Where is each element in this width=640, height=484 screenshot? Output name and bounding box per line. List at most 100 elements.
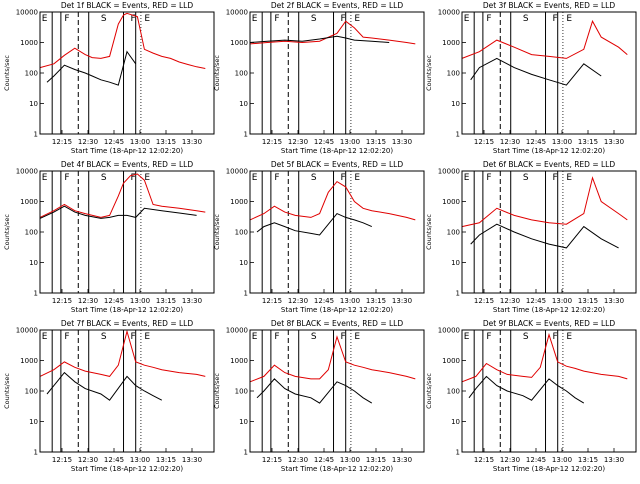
event-letter: F [486,14,491,24]
y-axis-label: Counts/sec [425,214,433,250]
y-tick-label: 10000 [226,9,248,17]
series-line [470,223,619,249]
event-letter: E [566,14,572,24]
x-tick-label: 12:45 [526,138,546,146]
chart-title: Det 5f BLACK = Events, RED = LLD [271,160,404,169]
chart-title: Det 6f BLACK = Events, RED = LLD [483,160,616,169]
event-letter: S [101,14,107,24]
x-tick-label: 12:30 [78,456,98,464]
event-letter: E [464,14,470,24]
x-axis-label: Start Time (18-Apr-12 12:02:20) [281,465,393,473]
series-line [39,12,206,69]
y-tick-label: 10 [239,418,248,426]
event-letter: F [340,173,345,183]
event-letter: F [274,14,279,24]
x-tick-label: 12:30 [288,138,308,146]
series-line [46,50,137,86]
x-tick-label: 13:30 [182,456,202,464]
x-tick-label: 12:15 [262,297,282,305]
x-tick-label: 13:30 [182,138,202,146]
y-tick-label: 1 [244,290,248,298]
y-tick-label: 10000 [16,327,38,335]
x-tick-label: 12:45 [314,456,334,464]
y-tick-label: 10 [451,259,460,267]
chart-panel-2: Det 2f BLACK = Events, RED = LLD Counts/s… [213,1,425,155]
y-tick-label: 1 [34,131,38,139]
plot-frame [39,329,215,453]
x-tick-label: 12:30 [78,138,98,146]
y-tick-label: 1000 [20,198,38,206]
event-letter: S [523,173,529,183]
plot-frame [39,11,215,135]
event-letter: E [144,173,150,183]
event-letter: F [130,332,135,342]
event-letter: E [464,332,470,342]
series-line [461,176,628,228]
x-tick-label: 13:30 [604,456,624,464]
y-axis-label: Counts/sec [3,214,11,250]
x-axis-label: Start Time (18-Apr-12 12:02:20) [71,147,183,155]
x-tick-label: 13:30 [604,138,624,146]
y-tick-label: 100 [25,70,38,78]
x-tick-label: 12:45 [104,456,124,464]
plot-frame [249,329,425,453]
event-letter: F [274,332,279,342]
series-line [468,375,585,404]
event-letter: E [252,14,258,24]
x-axis-label: Start Time (18-Apr-12 12:02:20) [71,306,183,314]
chart-panel-4: Det 4f BLACK = Events, RED = LLD Counts/s… [3,160,215,314]
series-line [249,20,416,45]
event-letter: S [311,332,317,342]
event-letter: E [566,332,572,342]
event-letter: E [464,173,470,183]
y-tick-label: 1 [456,131,460,139]
y-tick-label: 10 [29,100,38,108]
y-tick-label: 100 [235,229,248,237]
event-letter: E [144,332,150,342]
y-tick-label: 1000 [442,198,460,206]
y-tick-label: 10 [29,418,38,426]
x-tick-label: 12:45 [314,297,334,305]
x-axis-label: Start Time (18-Apr-12 12:02:20) [281,147,393,155]
x-tick-label: 12:15 [52,456,72,464]
x-tick-label: 13:00 [130,456,150,464]
y-tick-label: 1 [456,449,460,457]
y-tick-label: 100 [447,229,460,237]
x-tick-label: 13:00 [552,456,572,464]
event-letter: E [42,173,48,183]
x-tick-label: 13:15 [366,297,386,305]
event-letter: E [42,14,48,24]
event-letter: E [252,173,258,183]
x-tick-label: 12:15 [52,138,72,146]
x-axis-label: Start Time (18-Apr-12 12:02:20) [281,306,393,314]
x-axis-label: Start Time (18-Apr-12 12:02:20) [493,147,605,155]
x-tick-label: 12:15 [474,456,494,464]
y-tick-label: 1 [456,290,460,298]
chart-panel-3: Det 3f BLACK = Events, RED = LLD Counts/s… [425,1,637,155]
x-tick-label: 13:15 [366,138,386,146]
y-tick-label: 1000 [230,198,248,206]
chart-title: Det 4f BLACK = Events, RED = LLD [61,160,194,169]
chart-title: Det 1f BLACK = Events, RED = LLD [61,1,194,10]
event-letter: F [486,332,491,342]
series-line [461,19,628,59]
chart-panel-6: Det 6f BLACK = Events, RED = LLD Counts/s… [425,160,637,314]
y-tick-label: 100 [25,388,38,396]
x-tick-label: 12:45 [104,138,124,146]
event-letter: F [552,173,557,183]
event-letter: E [42,332,48,342]
x-tick-label: 12:45 [526,297,546,305]
x-tick-label: 13:00 [340,297,360,305]
y-tick-label: 100 [447,388,460,396]
y-axis-label: Counts/sec [3,55,11,91]
y-tick-label: 1000 [442,357,460,365]
event-letter: S [101,173,107,183]
event-letter: E [354,332,360,342]
x-tick-label: 13:30 [182,297,202,305]
plot-frame [461,329,637,453]
y-tick-label: 10 [451,100,460,108]
x-tick-label: 13:15 [578,138,598,146]
y-tick-label: 1000 [230,39,248,47]
event-letter: E [354,173,360,183]
